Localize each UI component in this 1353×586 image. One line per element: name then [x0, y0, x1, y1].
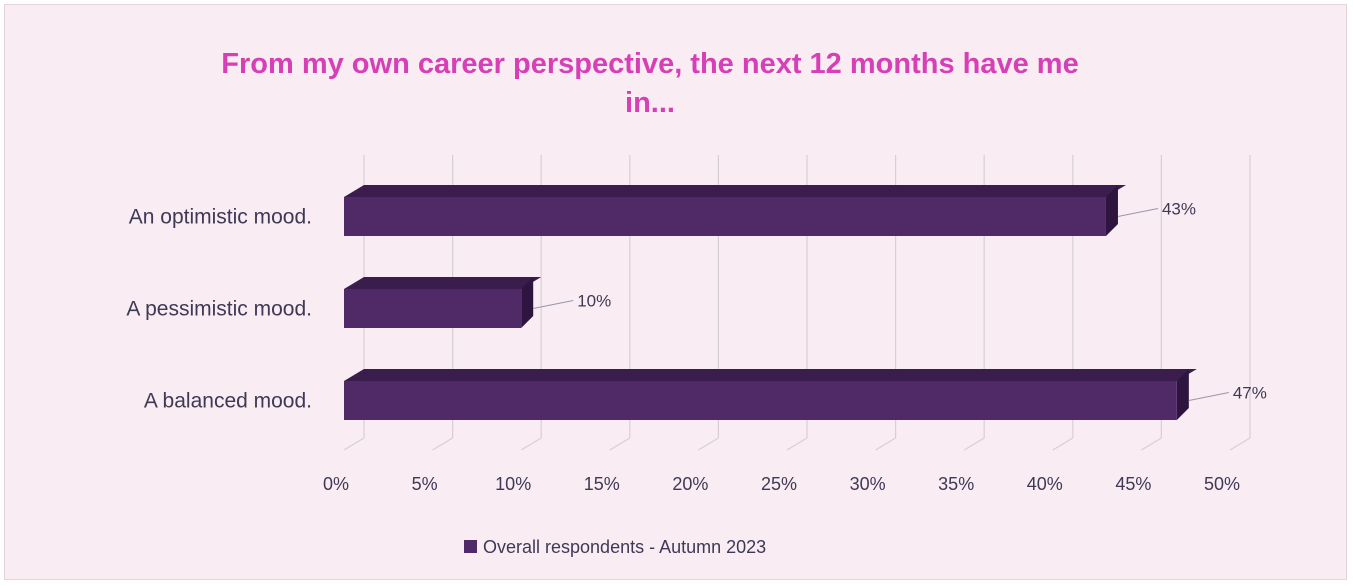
tick-label-7: 35% [938, 474, 974, 494]
tick-label-3: 15% [584, 474, 620, 494]
category-labels: An optimistic mood. A pessimistic mood. A … [126, 206, 312, 413]
legend: Overall respondents - Autumn 2023 [464, 537, 766, 557]
tick-label-0: 0% [323, 474, 349, 494]
category-label-2: A balanced mood. [144, 390, 312, 413]
bar-side-2 [1176, 369, 1189, 420]
tick-label-2: 10% [495, 474, 531, 494]
floor-line-9 [1141, 437, 1162, 451]
tick-label-8: 40% [1027, 474, 1063, 494]
leader-line-1 [533, 300, 574, 309]
bar-0 [344, 185, 1126, 236]
category-label-0: An optimistic mood. [129, 206, 312, 229]
floor-line-8 [1052, 437, 1074, 451]
chart-title: From my own career perspective, the next… [5, 45, 1295, 123]
bar-side-0 [1105, 185, 1118, 236]
chart-title-line-2: in... [625, 87, 675, 119]
x-tick-labels: 0% 5% 10% 15% 20% 25% 30% 35% 40% 45% 50% [323, 474, 1240, 494]
bar-1 [344, 277, 542, 328]
floor-line-1 [432, 437, 453, 451]
bar-top-2 [344, 369, 1197, 381]
tick-label-5: 25% [761, 474, 797, 494]
category-label-1: A pessimistic mood. [126, 298, 312, 321]
floor-line-2 [520, 437, 542, 451]
bar-front-1 [344, 289, 522, 328]
floor-line-7 [963, 437, 985, 451]
legend-swatch [464, 540, 477, 553]
floor-line-6 [875, 437, 896, 451]
leader-line-0 [1117, 208, 1159, 217]
data-label-0: 43% [1162, 200, 1196, 219]
floor-line-5 [786, 437, 808, 451]
data-label-1: 10% [577, 292, 611, 311]
chart-title-line-1: From my own career perspective, the next… [221, 48, 1079, 80]
bar-front-2 [344, 381, 1177, 420]
floor-line-4 [698, 437, 719, 451]
bar-top-0 [344, 185, 1126, 197]
bar-top-1 [344, 277, 542, 289]
bar-side-1 [521, 277, 534, 328]
floor-line-10 [1229, 437, 1251, 451]
data-labels: 43% 10% 47% [533, 200, 1267, 403]
legend-label: Overall respondents - Autumn 2023 [483, 537, 766, 557]
bar-front-0 [344, 197, 1106, 236]
tick-label-4: 20% [672, 474, 708, 494]
bar-2 [344, 369, 1197, 420]
data-label-2: 47% [1233, 384, 1267, 403]
floor-line-0 [343, 437, 365, 451]
chart-frame: From my own career perspective, the next… [4, 4, 1347, 580]
tick-label-6: 30% [850, 474, 886, 494]
tick-label-9: 45% [1115, 474, 1151, 494]
leader-line-2 [1188, 392, 1229, 401]
bars [344, 185, 1197, 420]
floor-line-3 [609, 437, 631, 451]
tick-label-10: 50% [1204, 474, 1240, 494]
tick-label-1: 5% [412, 474, 438, 494]
